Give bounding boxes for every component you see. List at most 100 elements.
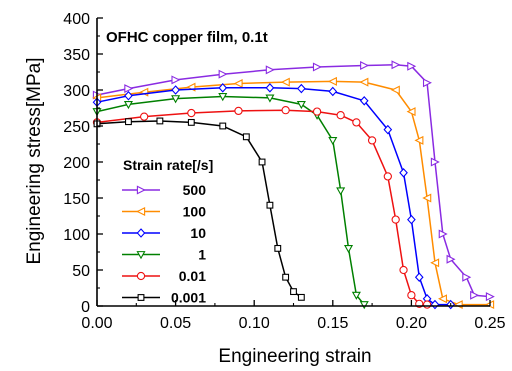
x-tick-label-0.00: 0.00 xyxy=(81,315,112,332)
series-0.01 xyxy=(92,106,432,309)
data-point-1 xyxy=(336,187,346,196)
data-point-0.01 xyxy=(367,136,377,145)
data-point-1 xyxy=(359,301,369,310)
plot-axes: 0.00 0.05 0.10 0.15 0.20 0.25 0 50 100 150 200 250 3… xyxy=(63,11,505,332)
data-point-0.01 xyxy=(391,215,400,224)
legend-marker-10 xyxy=(136,228,146,238)
legend-title: Strain rate[/s] xyxy=(123,157,213,173)
x-tick-label-0.10: 0.10 xyxy=(239,315,270,332)
legend-entry-0.01: 0.01 xyxy=(122,268,206,284)
data-point-0.001 xyxy=(258,158,266,166)
data-point-100 xyxy=(453,300,463,310)
data-point-500 xyxy=(391,60,401,70)
data-point-1 xyxy=(123,100,133,110)
series-line-1 xyxy=(96,95,365,306)
data-point-500 xyxy=(218,69,228,79)
y-tick-label-200: 200 xyxy=(63,155,90,172)
y-tick-label-100: 100 xyxy=(63,227,90,244)
data-point-10 xyxy=(171,85,180,95)
data-point-0.001 xyxy=(219,122,227,130)
data-point-0.001 xyxy=(187,118,195,126)
y-tick-label-400: 400 xyxy=(63,11,90,28)
data-point-500 xyxy=(485,292,495,302)
data-point-500 xyxy=(446,254,456,264)
data-point-0.01 xyxy=(422,300,432,309)
data-point-500 xyxy=(430,157,440,167)
data-point-0.01 xyxy=(399,265,408,275)
data-point-1 xyxy=(171,95,181,104)
data-point-500 xyxy=(422,78,432,88)
data-point-0.01 xyxy=(383,172,392,181)
series-1 xyxy=(92,93,369,310)
series-line-10 xyxy=(96,87,451,306)
y-tick-label-0: 0 xyxy=(81,299,90,316)
data-point-1 xyxy=(218,93,228,102)
x-tick-label-0.20: 0.20 xyxy=(396,315,427,332)
legend-entry-100: 100 xyxy=(122,204,206,220)
data-point-0.001 xyxy=(156,117,164,125)
series-100 xyxy=(92,76,495,310)
legend-label-500: 500 xyxy=(183,182,207,198)
data-point-100 xyxy=(438,294,447,304)
legend-label-100: 100 xyxy=(183,204,207,220)
data-point-500 xyxy=(407,61,417,71)
data-point-500 xyxy=(124,84,134,94)
data-point-100 xyxy=(422,193,432,203)
data-point-0.01 xyxy=(407,291,416,300)
data-point-100 xyxy=(430,258,440,268)
data-point-100 xyxy=(233,79,243,89)
data-point-500 xyxy=(312,62,322,72)
data-point-1 xyxy=(296,100,306,110)
data-point-0.01 xyxy=(281,106,290,115)
y-tick-label-300: 300 xyxy=(63,83,90,100)
legend-label-10: 10 xyxy=(190,225,206,241)
series-500 xyxy=(92,60,495,302)
data-point-0.01 xyxy=(352,118,361,127)
x-tick-label-0.25: 0.25 xyxy=(474,315,505,332)
y-tick-label-250: 250 xyxy=(63,119,90,136)
legend-entry-500: 500 xyxy=(122,182,206,198)
y-tick-label-150: 150 xyxy=(63,191,90,208)
data-point-0.01 xyxy=(336,111,345,120)
legend-marker-0.001 xyxy=(137,294,145,301)
legend-marker-100 xyxy=(136,207,146,216)
legend-label-1: 1 xyxy=(198,247,206,263)
data-point-500 xyxy=(265,65,275,75)
data-point-1 xyxy=(328,136,338,146)
series-line-500 xyxy=(96,64,491,298)
data-point-1 xyxy=(351,291,361,300)
data-point-0.001 xyxy=(266,201,274,209)
x-tick-label-0.05: 0.05 xyxy=(160,315,191,332)
legend-marker-1 xyxy=(136,251,146,260)
x-tick-label-0.15: 0.15 xyxy=(317,315,348,332)
y-tick-label-50: 50 xyxy=(72,263,90,280)
data-point-10 xyxy=(430,299,440,310)
legend-label-0.001: 0.001 xyxy=(171,290,206,306)
series-0.001 xyxy=(93,117,305,301)
data-point-10 xyxy=(407,214,416,225)
legend-entry-1: 1 xyxy=(122,247,206,263)
data-point-500 xyxy=(462,272,472,282)
data-point-1 xyxy=(343,244,354,254)
data-point-0.01 xyxy=(140,112,149,121)
data-point-10 xyxy=(218,83,228,93)
legend-entry-10: 10 xyxy=(122,225,206,241)
data-point-500 xyxy=(360,61,370,71)
data-point-10 xyxy=(414,272,424,282)
data-point-500 xyxy=(438,229,448,239)
legend-marker-500 xyxy=(136,185,146,195)
legend-entry-0.001: 0.001 xyxy=(122,290,206,306)
series-curves xyxy=(92,60,495,310)
data-point-0.001 xyxy=(125,118,132,126)
data-point-100 xyxy=(359,77,369,87)
data-point-10 xyxy=(124,90,133,101)
y-axis-title: Engineering stress[MPa] xyxy=(24,58,45,265)
data-point-1 xyxy=(265,94,275,103)
legend-label-0.01: 0.01 xyxy=(179,268,206,284)
data-point-0.001 xyxy=(290,288,297,296)
data-point-100 xyxy=(390,85,400,95)
data-point-10 xyxy=(328,86,338,97)
data-point-0.001 xyxy=(242,133,250,141)
chart-annotation: OFHC copper film, 0.1t xyxy=(106,29,268,46)
